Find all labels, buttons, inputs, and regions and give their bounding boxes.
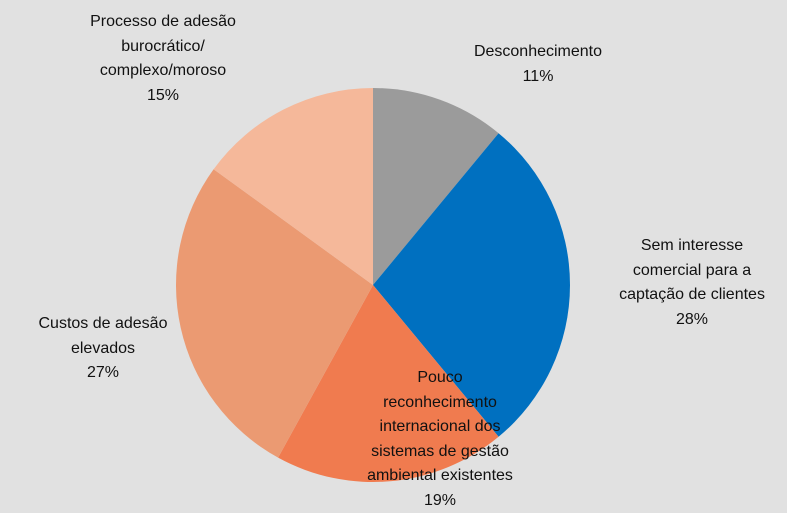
slice-label: Sem interesse comercial para a captação … — [572, 234, 787, 332]
value-label: 11% — [418, 65, 658, 90]
category-label: Desconhecimento — [418, 40, 658, 65]
value-label: 15% — [43, 84, 283, 109]
slice-label: Pouco reconhecimento internacional dos s… — [320, 366, 560, 513]
value-label: 19% — [320, 489, 560, 513]
category-label: Sem interesse comercial para a captação … — [572, 234, 787, 308]
value-label: 28% — [572, 308, 787, 333]
category-label: Pouco reconhecimento internacional dos s… — [320, 366, 560, 489]
value-label: 27% — [0, 361, 223, 386]
category-label: Custos de adesão elevados — [0, 312, 223, 361]
slice-label: Processo de adesão burocrático/ complexo… — [43, 10, 283, 108]
category-label: Processo de adesão burocrático/ complexo… — [43, 10, 283, 84]
